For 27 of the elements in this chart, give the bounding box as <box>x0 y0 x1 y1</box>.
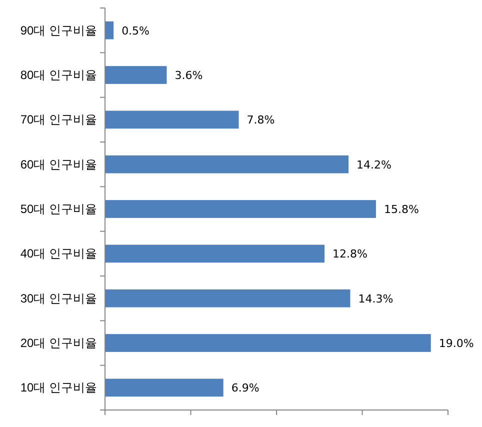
data-label: 6.9% <box>231 382 260 395</box>
bar <box>105 155 349 174</box>
y-tick-label: 30대 인구비율 <box>20 291 97 306</box>
bar <box>105 21 114 40</box>
data-label: 12.8% <box>332 248 368 261</box>
y-tick-label: 60대 인구비율 <box>20 157 97 172</box>
data-label: 15.8% <box>384 203 419 216</box>
data-label: 14.2% <box>356 158 392 172</box>
bar <box>105 378 224 397</box>
y-tick-label: 10대 인구비율 <box>20 380 97 395</box>
bar <box>105 244 325 263</box>
data-label: 19.0% <box>438 337 474 350</box>
data-label: 14.3% <box>358 292 394 306</box>
y-tick-label: 70대 인구비율 <box>20 112 97 127</box>
bar <box>105 289 350 308</box>
bar <box>105 66 167 84</box>
bar <box>105 334 431 352</box>
y-tick-label: 90대 인구비율 <box>20 23 97 38</box>
y-tick-label: 20대 인구비율 <box>20 336 97 350</box>
y-tick-label: 80대 인구비율 <box>20 68 97 82</box>
data-label: 3.6% <box>174 69 203 82</box>
y-tick-label: 40대 인구비율 <box>20 246 97 261</box>
y-tick-label: 50대 인구비율 <box>20 202 97 216</box>
bar <box>105 110 239 129</box>
data-label: 0.5% <box>122 24 150 38</box>
data-label: 7.8% <box>246 114 275 127</box>
bar <box>105 200 376 218</box>
